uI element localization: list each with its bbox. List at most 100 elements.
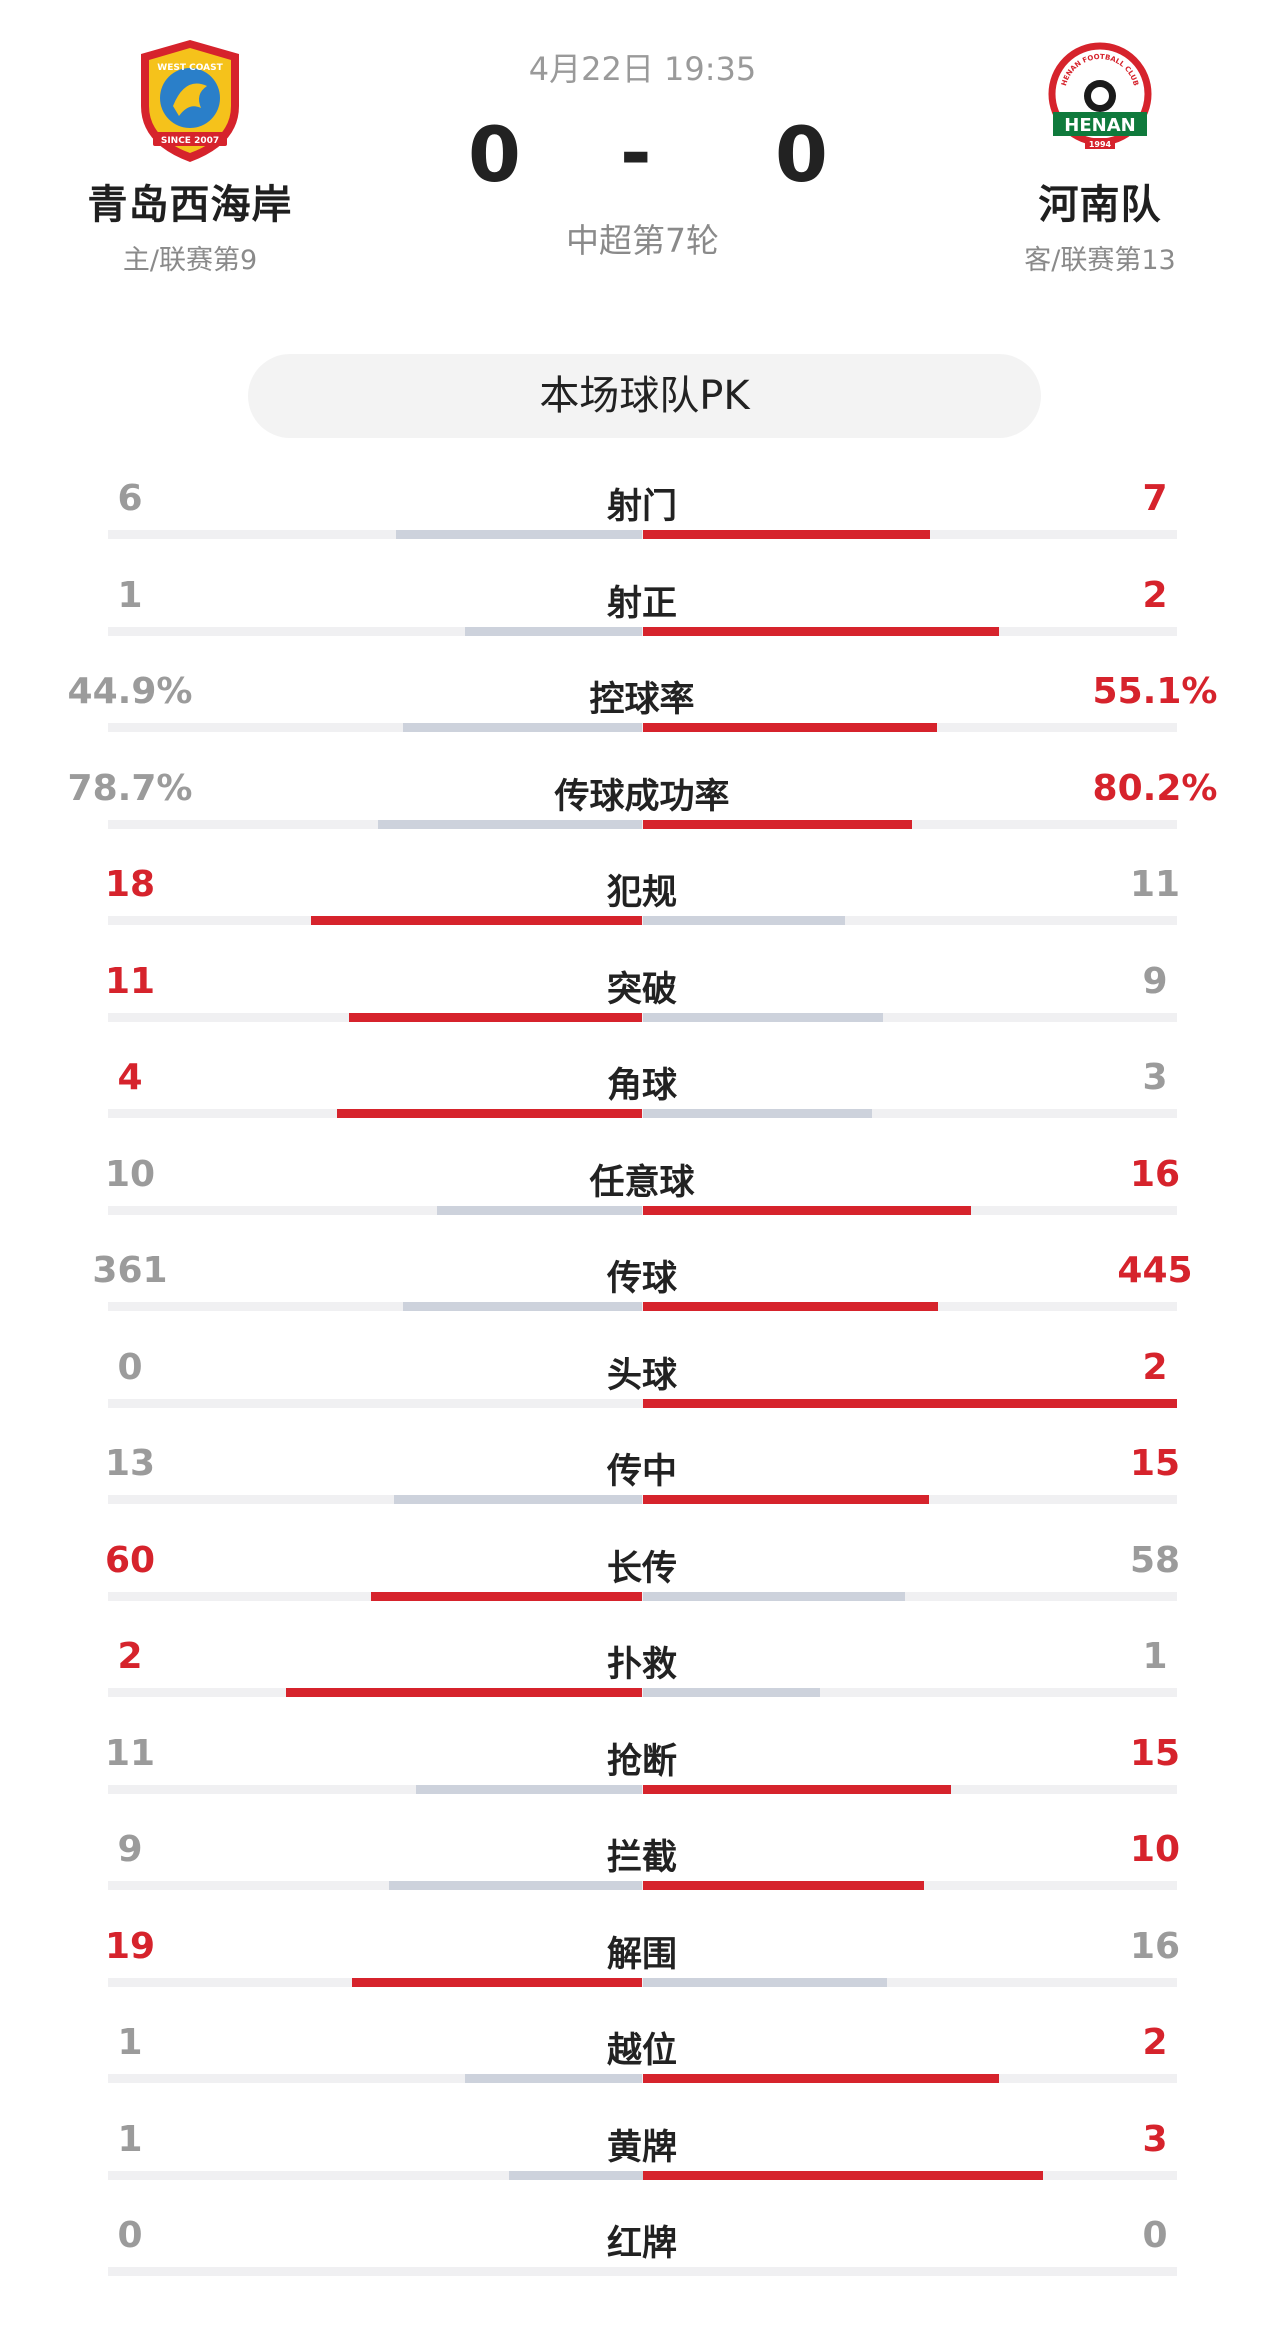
home-team-name: 青岛西海岸 [87,182,293,228]
away-stat-value: 3 [1142,1057,1168,1098]
home-stat-bar [352,1977,643,1987]
stat-row: 1 黄牌 3 [0,2109,1285,2206]
home-team-logo: WEST COAST SINCE 2007 [141,40,239,162]
svg-text:WEST COAST: WEST COAST [157,63,223,73]
home-stat-value: 78.7% [67,767,193,809]
away-stat-value: 2 [1142,574,1168,616]
stat-label: 红牌 [606,2224,677,2264]
stat-label: 控球率 [589,680,695,720]
home-stat-bar [285,1688,643,1697]
away-stat-value: 1 [1142,1636,1168,1677]
stat-row: 361 传球 445 [0,1240,1285,1337]
home-stat-value: 13 [104,1443,156,1484]
home-team-rank: 主/联赛第9 [122,245,258,276]
home-stat-bar [310,916,643,925]
stat-label: 越位 [606,2031,677,2071]
stat-label: 传球 [606,1259,677,1299]
home-stat-bar [348,1012,643,1022]
stat-row: 10 任意球 16 [0,1144,1285,1241]
away-stat-bar [642,2074,999,2083]
stat-label: 解围 [606,1934,677,1975]
home-stat-value: 0 [117,1346,143,1388]
home-stat-bar [402,723,643,732]
away-stat-bar [642,819,913,829]
home-score: 0 [468,110,521,199]
away-stat-value: 16 [1129,1153,1181,1195]
svg-text:SINCE 2007: SINCE 2007 [161,136,219,146]
stat-row: 2 扑救 1 [0,1626,1285,1723]
home-team[interactable]: WEST COAST SINCE 2007 青岛西海岸 主/联赛第9 [40,36,340,277]
home-stat-bar [508,2170,643,2180]
stat-row: 11 突破 9 [0,951,1285,1048]
away-stat-value: 0 [1142,2215,1168,2256]
away-stat-bar [642,1495,929,1504]
away-stat-value: 10 [1129,1829,1181,1870]
away-stat-bar [642,1109,872,1118]
home-stat-value: 1 [117,574,143,616]
home-stat-bar [416,1784,643,1794]
svg-text:1994: 1994 [1089,140,1112,149]
away-team[interactable]: HENAN FOOTBALL CLUB HENAN 1994 河南队 客/联赛第… [950,36,1250,277]
away-stat-value: 58 [1129,1539,1181,1581]
away-stat-bar [642,530,931,539]
away-stat-value: 15 [1129,1732,1181,1774]
away-team-logo: HENAN FOOTBALL CLUB HENAN 1994 [1048,42,1152,149]
home-stat-value: 10 [104,1153,156,1195]
home-stat-bar [377,819,643,829]
away-stat-value: 2 [1142,1346,1168,1388]
home-stat-bar [389,1881,643,1890]
stat-label: 传球成功率 [554,776,730,817]
home-stat-value: 2 [117,1636,143,1677]
home-stat-bar [436,1205,643,1215]
away-stat-value: 55.1% [1092,671,1218,712]
away-stat-bar [642,1302,938,1311]
stat-label: 任意球 [589,1162,695,1203]
stat-label: 犯规 [606,873,677,913]
away-stat-bar [642,916,846,925]
stat-row: 6 射门 7 [0,468,1285,565]
stat-row: 44.9% 控球率 55.1% [0,661,1285,758]
match-datetime: 4月22日 19:35 [528,50,757,88]
stat-label: 拦截 [606,1838,677,1878]
home-stat-value: 18 [104,864,156,905]
away-stat-bar [642,1688,821,1697]
away-stat-bar [642,1012,884,1022]
home-stat-value: 19 [104,1925,156,1967]
away-stat-value: 15 [1129,1443,1181,1484]
stat-bar-track [108,2267,1177,2276]
stat-label: 长传 [606,1548,677,1589]
home-stat-value: 11 [104,960,156,1002]
away-stat-bar [642,2170,1044,2180]
home-stat-value: 1 [117,2022,143,2063]
away-stat-value: 16 [1129,1925,1181,1967]
away-stat-bar [642,1881,924,1890]
home-stat-value: 44.9% [67,671,193,712]
stat-row: 0 红牌 0 [0,2205,1285,2302]
stat-label: 角球 [606,1066,677,1106]
match-header: WEST COAST SINCE 2007 青岛西海岸 主/联赛第9 4月22日… [0,0,1285,300]
stat-row: 1 射正 2 [0,565,1285,662]
home-stat-bar [394,1495,643,1504]
home-stat-value: 0 [117,2215,143,2256]
home-stat-value: 6 [117,478,143,519]
score-separator: - [620,108,652,197]
home-stat-value: 4 [117,1057,143,1098]
away-stat-bar [642,1591,906,1601]
home-stat-bar [395,530,643,539]
stat-row: 0 头球 2 [0,1337,1285,1434]
away-stat-bar [642,1977,887,1987]
away-stat-bar [642,1784,951,1794]
home-stat-bar [464,2074,643,2083]
away-stat-bar [642,723,937,732]
stat-row: 4 角球 3 [0,1047,1285,1144]
home-stat-value: 11 [104,1732,156,1774]
svg-text:HENAN: HENAN [1064,115,1135,136]
stat-label: 射门 [606,487,677,527]
away-stat-bar [642,1205,972,1215]
team-pk-title: 本场球队PK [248,354,1041,438]
away-stat-value: 7 [1142,478,1168,519]
away-score: 0 [775,110,828,199]
home-stat-value: 60 [104,1539,156,1581]
stat-label: 射正 [606,583,677,624]
home-stat-bar [464,626,643,636]
